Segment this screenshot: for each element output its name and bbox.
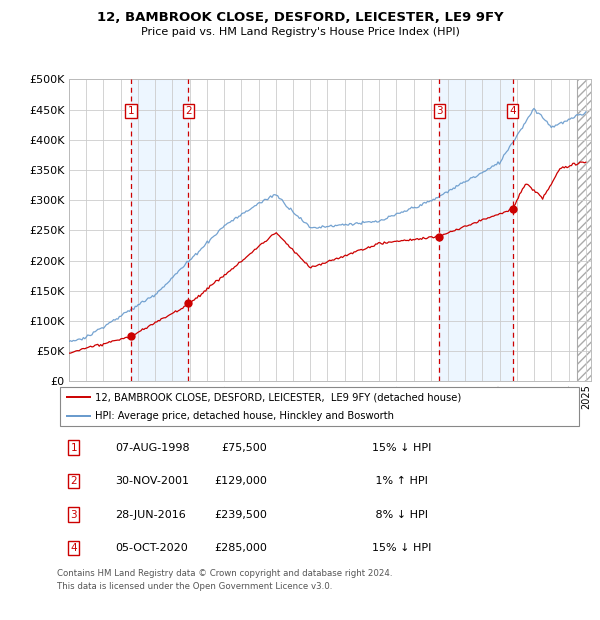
Text: 15% ↓ HPI: 15% ↓ HPI bbox=[372, 543, 431, 553]
Text: 2: 2 bbox=[185, 106, 191, 116]
Text: 2: 2 bbox=[70, 476, 77, 486]
Text: This data is licensed under the Open Government Licence v3.0.: This data is licensed under the Open Gov… bbox=[57, 582, 332, 591]
FancyBboxPatch shape bbox=[59, 388, 580, 426]
Text: 8% ↓ HPI: 8% ↓ HPI bbox=[372, 510, 428, 520]
Bar bbox=[439, 79, 513, 381]
Bar bbox=[577, 79, 591, 381]
Text: 12, BAMBROOK CLOSE, DESFORD, LEICESTER, LE9 9FY: 12, BAMBROOK CLOSE, DESFORD, LEICESTER, … bbox=[97, 11, 503, 24]
Text: 4: 4 bbox=[70, 543, 77, 553]
Text: Contains HM Land Registry data © Crown copyright and database right 2024.: Contains HM Land Registry data © Crown c… bbox=[57, 569, 392, 578]
Text: 3: 3 bbox=[436, 106, 443, 116]
Text: 30-NOV-2001: 30-NOV-2001 bbox=[115, 476, 189, 486]
Text: 12, BAMBROOK CLOSE, DESFORD, LEICESTER,  LE9 9FY (detached house): 12, BAMBROOK CLOSE, DESFORD, LEICESTER, … bbox=[95, 392, 461, 402]
Text: 3: 3 bbox=[70, 510, 77, 520]
Bar bbox=[131, 79, 188, 381]
Text: £129,000: £129,000 bbox=[214, 476, 267, 486]
Text: HPI: Average price, detached house, Hinckley and Bosworth: HPI: Average price, detached house, Hinc… bbox=[95, 412, 394, 422]
Text: 1: 1 bbox=[70, 443, 77, 453]
Text: 1: 1 bbox=[128, 106, 134, 116]
Text: £285,000: £285,000 bbox=[214, 543, 267, 553]
Text: 1% ↑ HPI: 1% ↑ HPI bbox=[372, 476, 428, 486]
Text: Price paid vs. HM Land Registry's House Price Index (HPI): Price paid vs. HM Land Registry's House … bbox=[140, 27, 460, 37]
Text: 28-JUN-2016: 28-JUN-2016 bbox=[115, 510, 185, 520]
Text: £75,500: £75,500 bbox=[221, 443, 267, 453]
Bar bbox=[577, 79, 591, 381]
Text: 07-AUG-1998: 07-AUG-1998 bbox=[115, 443, 190, 453]
Text: £239,500: £239,500 bbox=[214, 510, 267, 520]
Text: 4: 4 bbox=[509, 106, 516, 116]
Text: 05-OCT-2020: 05-OCT-2020 bbox=[115, 543, 187, 553]
Text: 15% ↓ HPI: 15% ↓ HPI bbox=[372, 443, 431, 453]
